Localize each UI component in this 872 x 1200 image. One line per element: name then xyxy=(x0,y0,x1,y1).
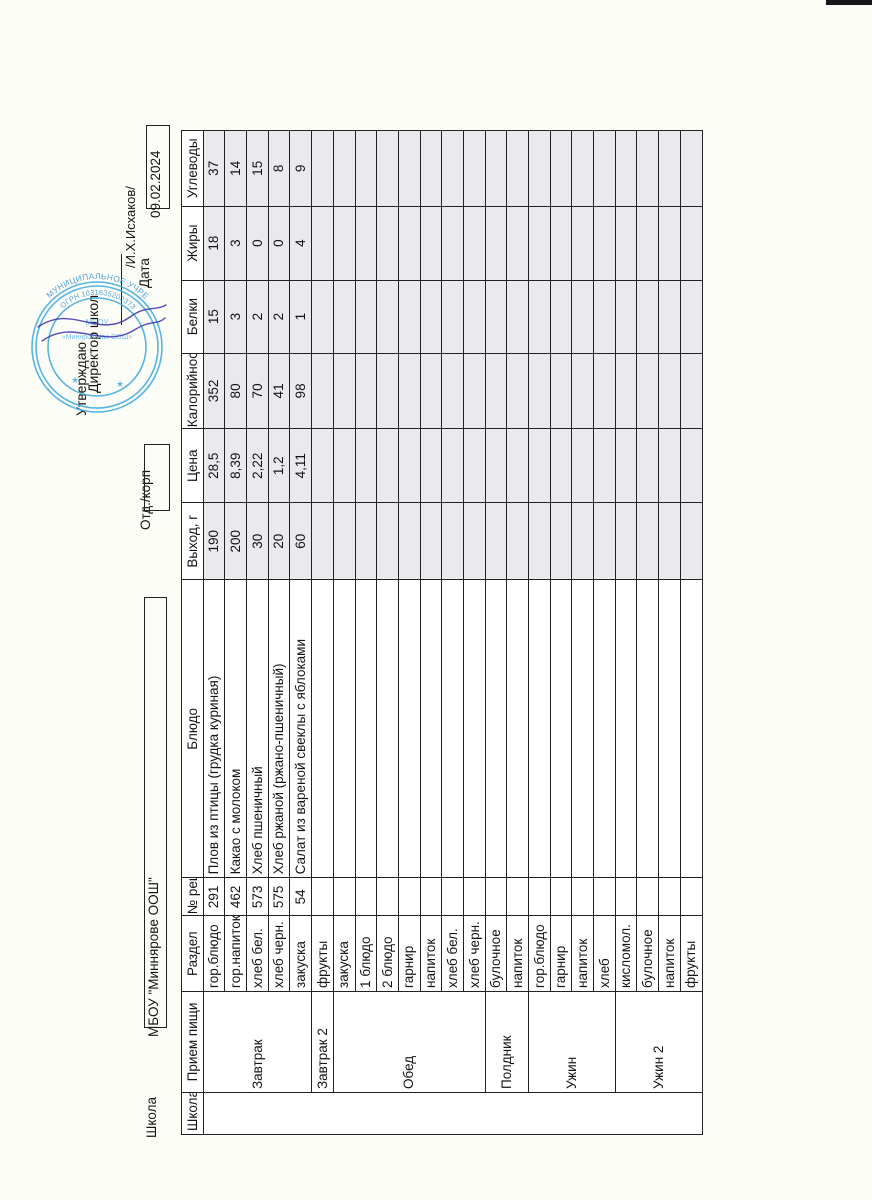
svg-text:★: ★ xyxy=(116,379,124,389)
svg-text:★: ★ xyxy=(71,375,79,385)
